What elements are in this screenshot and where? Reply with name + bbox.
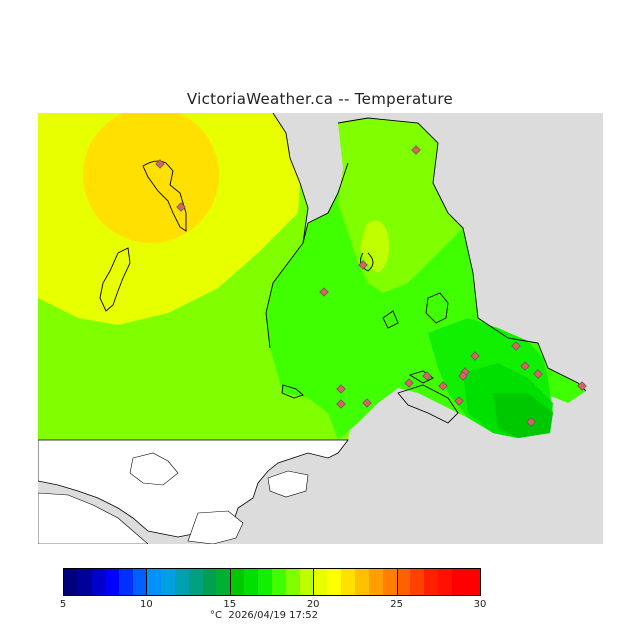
legend-swatch (452, 569, 466, 595)
legend-tick (396, 568, 398, 596)
map-canvas[interactable] (38, 113, 603, 544)
coastlines (265, 113, 587, 392)
legend-swatch (410, 569, 425, 595)
station-marker[interactable] (511, 341, 521, 351)
temperature-map[interactable] (38, 113, 603, 544)
legend-tick-label: 5 (59, 599, 67, 610)
legend-swatch (147, 569, 162, 595)
station-marker[interactable] (533, 369, 543, 379)
legend-swatch (285, 569, 300, 595)
station-marker[interactable] (362, 398, 372, 408)
legend-tick (146, 568, 148, 596)
legend-tick-label: 20 (306, 599, 320, 610)
legend-swatch (271, 569, 286, 595)
station-marker[interactable] (336, 384, 346, 394)
station-marker[interactable] (422, 371, 432, 381)
legend-color-bar (63, 568, 481, 596)
legend-swatch (299, 569, 314, 595)
legend-swatch (202, 569, 217, 595)
legend-swatch (91, 569, 106, 595)
legend-swatch (119, 569, 134, 595)
station-marker[interactable] (404, 378, 414, 388)
legend-swatch (230, 569, 245, 595)
legend-tick-label: 15 (223, 599, 237, 610)
legend-unit: °C (210, 610, 222, 621)
station-marker[interactable] (176, 202, 186, 212)
legend-swatch (161, 569, 175, 595)
legend-tick-label: 25 (390, 599, 403, 610)
legend-tick-label: 10 (140, 599, 153, 610)
station-marker[interactable] (411, 145, 421, 155)
station-marker[interactable] (454, 396, 464, 406)
temperature-field (38, 113, 586, 440)
station-marker[interactable] (526, 417, 536, 427)
legend-swatch (244, 569, 259, 595)
legend-swatch (174, 569, 189, 595)
station-marker[interactable] (336, 399, 346, 409)
legend-swatch (77, 569, 92, 595)
legend-timestamp: 2026/04/19 17:52 (228, 610, 318, 621)
legend-tick (313, 568, 315, 596)
legend-swatch (216, 569, 231, 595)
station-marker[interactable] (520, 361, 530, 371)
legend-swatch (465, 569, 480, 595)
station-marker[interactable] (155, 159, 165, 169)
station-marker[interactable] (358, 260, 368, 270)
legend-swatch (438, 569, 453, 595)
legend-tick-label: 30 (473, 599, 487, 610)
legend-swatch (368, 569, 383, 595)
station-markers[interactable] (155, 145, 587, 427)
legend-swatch (313, 569, 328, 595)
station-marker[interactable] (319, 287, 329, 297)
page-title: VictoriaWeather.ca -- Temperature (186, 90, 454, 108)
color-legend: 5 10 15 20 25 30 (60, 568, 486, 610)
legend-swatch (424, 569, 439, 595)
legend-swatch (258, 569, 272, 595)
station-marker[interactable] (470, 351, 480, 361)
legend-swatch (341, 569, 356, 595)
legend-swatch (327, 569, 342, 595)
legend-swatch (64, 569, 78, 595)
legend-caption: °C 2026/04/19 17:52 (210, 610, 318, 621)
station-marker[interactable] (458, 371, 468, 381)
legend-swatch (105, 569, 120, 595)
islands (99, 160, 459, 424)
legend-swatch (355, 569, 369, 595)
station-marker[interactable] (577, 381, 587, 391)
legend-swatch (396, 569, 411, 595)
legend-swatch (382, 569, 397, 595)
station-marker[interactable] (438, 381, 448, 391)
legend-tick (229, 568, 231, 596)
legend-swatch (188, 569, 203, 595)
land-masses (38, 439, 349, 544)
legend-swatch (133, 569, 148, 595)
